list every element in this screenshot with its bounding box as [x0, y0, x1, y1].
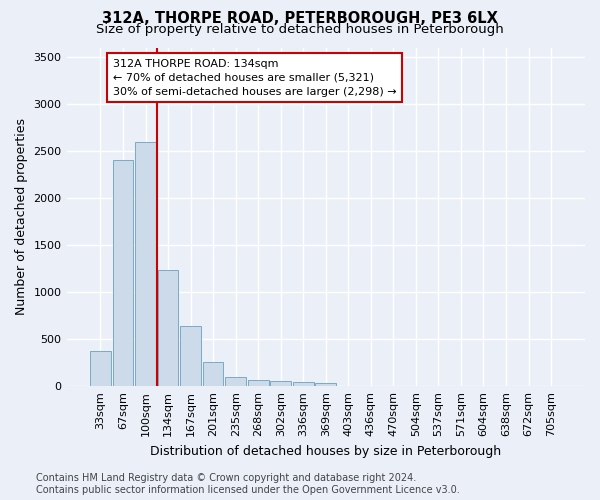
Bar [158, 270, 178, 386]
Bar [248, 380, 269, 386]
Bar [90, 350, 111, 386]
Text: Size of property relative to detached houses in Peterborough: Size of property relative to detached ho… [96, 22, 504, 36]
Bar [113, 160, 133, 386]
Text: 312A, THORPE ROAD, PETERBOROUGH, PE3 6LX: 312A, THORPE ROAD, PETERBOROUGH, PE3 6LX [102, 11, 498, 26]
Bar [225, 378, 246, 386]
Y-axis label: Number of detached properties: Number of detached properties [15, 118, 28, 316]
Bar [271, 380, 291, 386]
Text: Contains HM Land Registry data © Crown copyright and database right 2024.
Contai: Contains HM Land Registry data © Crown c… [36, 474, 460, 495]
Bar [316, 384, 336, 386]
Bar [180, 326, 201, 386]
Text: 312A THORPE ROAD: 134sqm
← 70% of detached houses are smaller (5,321)
30% of sem: 312A THORPE ROAD: 134sqm ← 70% of detach… [113, 59, 397, 97]
Bar [135, 142, 156, 386]
Bar [203, 362, 223, 386]
X-axis label: Distribution of detached houses by size in Peterborough: Distribution of detached houses by size … [150, 444, 502, 458]
Bar [293, 382, 314, 386]
